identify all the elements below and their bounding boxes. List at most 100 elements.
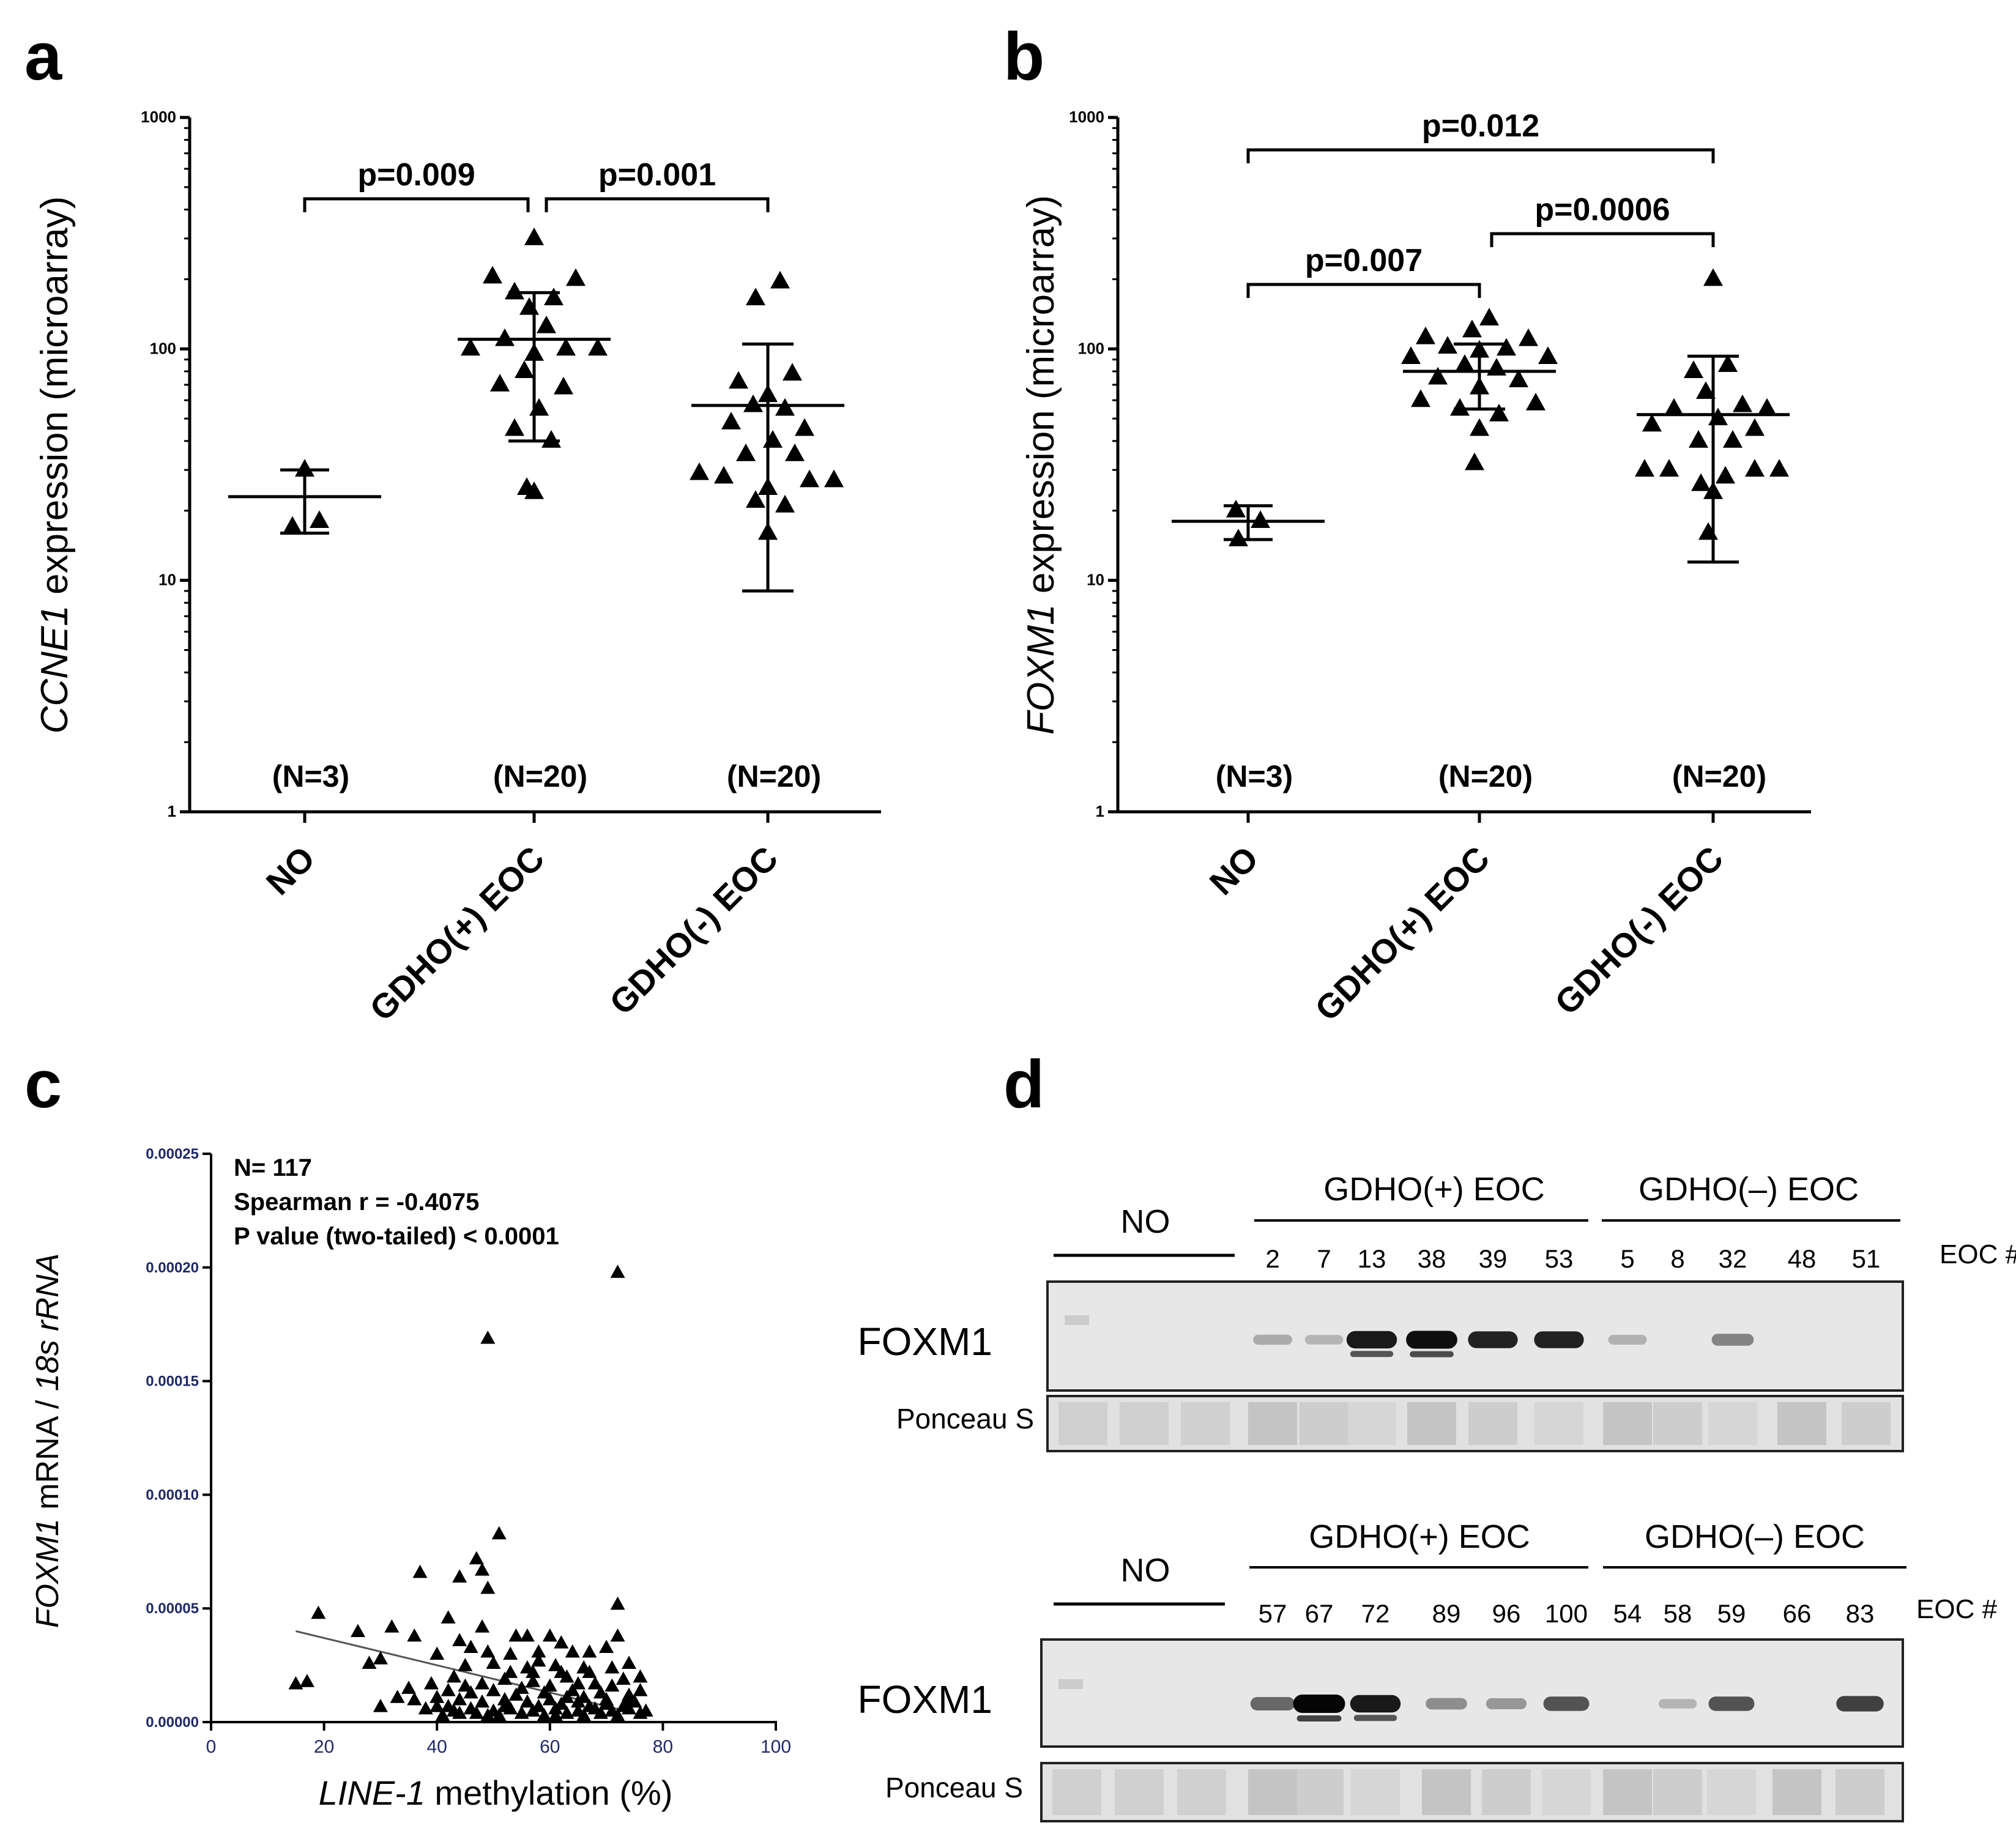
y-tick-label: 1000 — [1069, 108, 1104, 126]
data-point — [1684, 360, 1703, 378]
data-point — [566, 268, 586, 286]
data-point — [714, 466, 734, 484]
data-point — [559, 1690, 575, 1703]
data-point — [582, 1699, 597, 1712]
panel-c-annotation-pvalue: P value (two-tailed) < 0.0001 — [234, 1223, 559, 1250]
data-point — [430, 1690, 445, 1703]
ponceau-lane — [1181, 1402, 1230, 1445]
data-point — [497, 1692, 512, 1706]
panel-label-d: d — [1003, 1047, 1044, 1122]
panel-c-chart: 0.00000 0.00005 0.00010 0.00015 0.00020 0.000… — [30, 1146, 791, 1812]
data-point — [576, 1690, 592, 1703]
data-point — [531, 1653, 546, 1667]
data-point — [1691, 473, 1711, 491]
ponceau-lane — [1295, 1769, 1344, 1815]
data-point — [288, 1676, 303, 1690]
data-point — [604, 1678, 620, 1692]
data-point — [593, 1706, 608, 1719]
data-point — [610, 1707, 625, 1721]
x-tick-label: 80 — [653, 1737, 673, 1757]
data-point — [531, 1699, 546, 1712]
ponceau-lane — [1058, 1402, 1107, 1445]
lane-number: 7 — [1317, 1244, 1331, 1273]
ponceau-lane — [1482, 1769, 1531, 1815]
lane-number: 67 — [1305, 1599, 1334, 1628]
ponceau-lane — [1708, 1402, 1757, 1445]
data-point — [480, 1580, 496, 1594]
data-point — [519, 1694, 535, 1708]
data-point — [554, 376, 573, 395]
band — [1534, 1331, 1584, 1348]
data-point — [423, 1676, 439, 1690]
data-point — [373, 1651, 388, 1665]
data-point — [570, 1676, 586, 1690]
data-point — [1411, 389, 1430, 407]
data-point — [800, 469, 819, 488]
data-point — [446, 1703, 461, 1717]
data-point — [1723, 430, 1743, 448]
data-point — [480, 1707, 496, 1721]
data-point — [743, 394, 763, 412]
panel-a-y-label: CCNE1 expression (microarray) — [34, 196, 76, 734]
data-point — [541, 430, 561, 448]
data-point — [514, 1680, 529, 1694]
significance-bracket — [545, 197, 770, 212]
n-label: (N=20) — [727, 759, 821, 793]
data-point — [418, 1701, 433, 1715]
data-point — [610, 1265, 625, 1278]
band — [1250, 1697, 1295, 1710]
ponceau-lane — [1468, 1402, 1517, 1445]
band — [1543, 1696, 1590, 1711]
data-point — [514, 1706, 529, 1719]
data-point — [1526, 392, 1545, 410]
n-label: (N=3) — [272, 759, 349, 793]
data-point — [497, 1671, 512, 1685]
lane-number: 72 — [1361, 1599, 1390, 1628]
data-point — [610, 1596, 625, 1610]
data-point — [775, 494, 795, 513]
data-point — [310, 510, 329, 529]
data-point — [505, 418, 524, 436]
data-point — [515, 360, 534, 378]
ponceau-lane — [1542, 1769, 1591, 1815]
data-point — [531, 1644, 546, 1658]
data-point — [622, 1692, 637, 1706]
ponceau-lane — [1115, 1769, 1164, 1815]
blot-top-protein-label: FOXM1 — [858, 1320, 992, 1364]
lane-number: 32 — [1719, 1244, 1747, 1273]
data-point — [1450, 398, 1470, 416]
x-tick-label: 0 — [206, 1737, 217, 1757]
data-point — [491, 1707, 507, 1721]
data-point — [537, 1707, 552, 1721]
data-point — [616, 1671, 631, 1685]
band-lower — [1296, 1715, 1342, 1721]
panel-b-y-label: FOXM1 expression (microarray) — [1020, 195, 1062, 735]
x-tick-label: 60 — [540, 1737, 560, 1757]
panel-c-x-label-rest: methylation (%) — [425, 1773, 673, 1812]
data-point — [435, 1707, 450, 1721]
y-tick-label: 10 — [1087, 571, 1104, 589]
band — [1350, 1695, 1401, 1713]
p-value-label: p=0.0006 — [1534, 192, 1670, 228]
band — [1293, 1695, 1345, 1713]
data-point — [1462, 319, 1482, 338]
band — [1486, 1698, 1527, 1709]
blot-bottom-eoc-label: EOC # — [1916, 1594, 1998, 1624]
data-point — [452, 1692, 467, 1706]
data-point — [458, 1658, 473, 1671]
data-point — [736, 443, 756, 461]
data-point — [412, 1564, 428, 1578]
data-point — [559, 1706, 575, 1719]
lane-number: 13 — [1358, 1244, 1386, 1273]
lane-number: 59 — [1717, 1599, 1746, 1628]
lane-number: 8 — [1670, 1244, 1684, 1273]
x-tick-label: 100 — [761, 1737, 791, 1757]
panel-c-x-label-gene: LINE-1 — [319, 1773, 425, 1812]
band — [1711, 1334, 1754, 1346]
data-point — [1659, 459, 1679, 477]
band — [1346, 1331, 1397, 1349]
significance-bracket — [303, 197, 530, 212]
lane-number: 54 — [1613, 1599, 1642, 1628]
n-label: (N=20) — [493, 759, 587, 793]
